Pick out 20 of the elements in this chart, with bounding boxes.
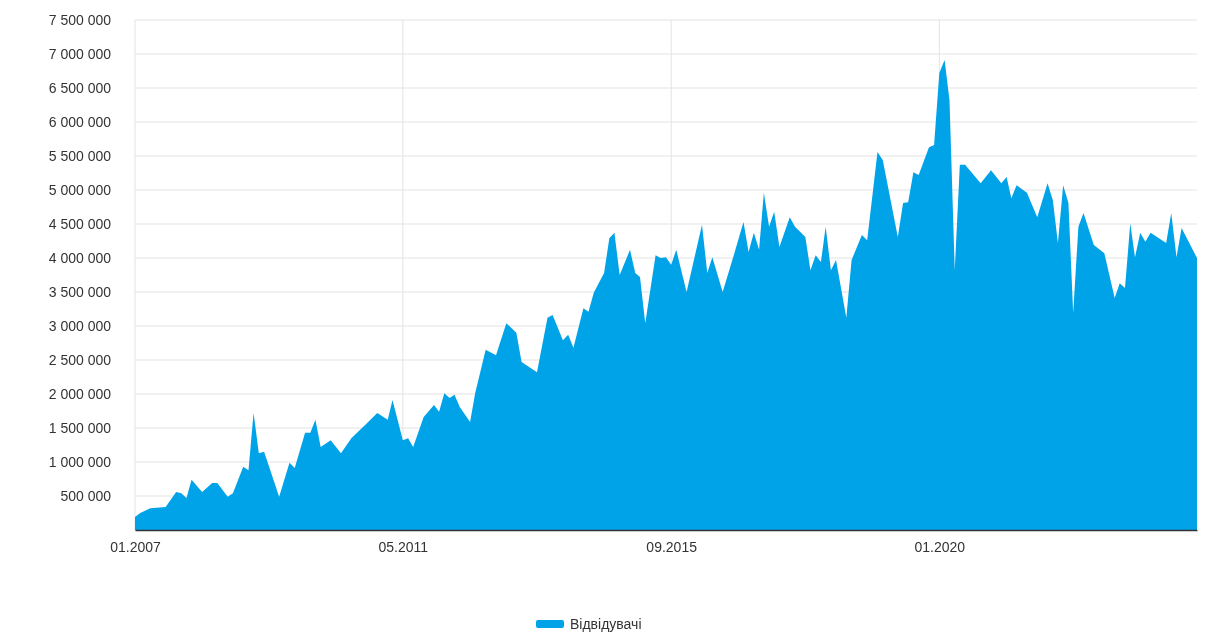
legend-label: Відвідувачі xyxy=(570,616,642,632)
y-tick-label: 1 000 000 xyxy=(48,453,112,470)
y-tick-label: 4 500 000 xyxy=(48,215,112,232)
y-tick-label: 3 500 000 xyxy=(48,283,112,300)
y-tick-label: 4 000 000 xyxy=(48,249,112,266)
y-tick-label: 6 500 000 xyxy=(48,79,112,96)
y-tick-label: 6 000 000 xyxy=(48,113,112,130)
y-tick-label: 500 000 xyxy=(60,487,112,504)
x-tick-label: 01.2007 xyxy=(110,538,162,555)
y-tick-label: 7 000 000 xyxy=(48,45,112,62)
y-tick-label: 3 000 000 xyxy=(48,317,112,334)
x-tick-label: 09.2015 xyxy=(646,538,698,555)
x-tick-label: 05.2011 xyxy=(378,538,429,555)
y-tick-label: 2 000 000 xyxy=(48,385,112,402)
y-tick-label: 1 500 000 xyxy=(48,419,112,436)
x-tick-label: 01.2020 xyxy=(914,538,966,555)
y-tick-label: 2 500 000 xyxy=(48,351,112,368)
y-tick-label: 5 500 000 xyxy=(48,147,112,164)
y-tick-label: 5 000 000 xyxy=(48,181,112,198)
y-tick-label: 7 500 000 xyxy=(48,11,112,28)
